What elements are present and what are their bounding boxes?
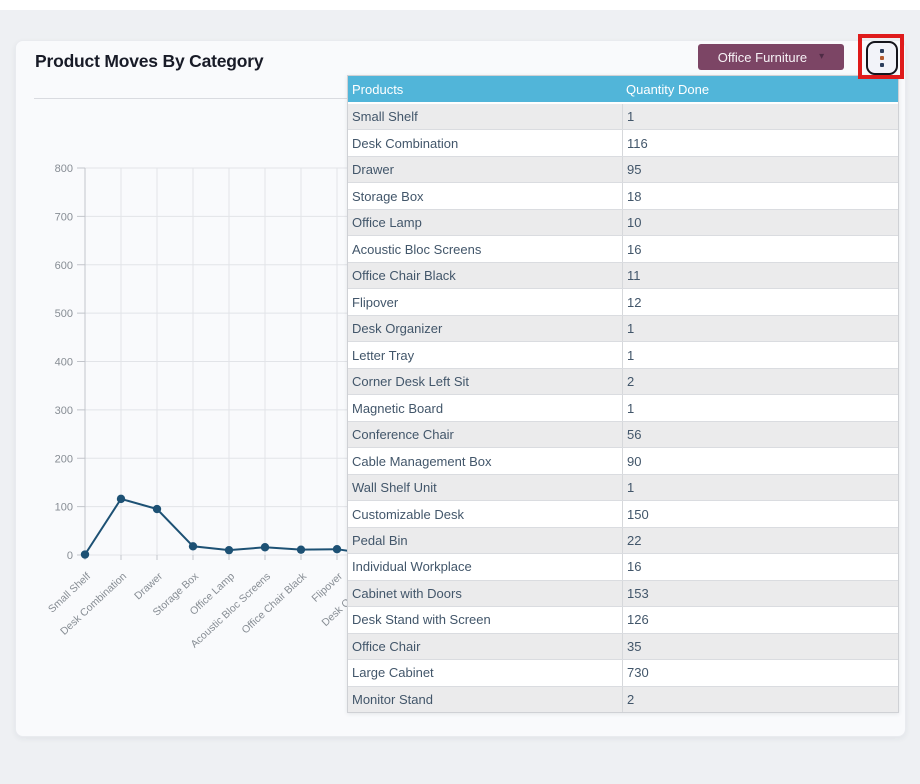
product-cell: Office Lamp [352,215,422,231]
svg-text:700: 700 [55,211,73,223]
product-cell: Office Chair Black [352,268,456,284]
table-header-quantity-done: Quantity Done [626,81,710,97]
table-row: Office Chair Black 11 [348,262,898,290]
table-row: Acoustic Bloc Screens 16 [348,236,898,263]
quantity-cell: 90 [622,448,898,474]
product-cell: Flipover [352,294,399,310]
table-header-row: Products Quantity Done [348,76,898,104]
quantity-cell: 2 [622,686,898,713]
table-row: Storage Box 18 [348,183,898,210]
svg-text:400: 400 [55,357,73,369]
table-row: Magnetic Board 1 [348,395,898,422]
quantity-cell: 10 [622,209,898,236]
product-moves-card: 0 100 200 300 400 500 600 700 800 Small Shelf Desk… [15,40,906,737]
product-cell: Drawer [352,162,394,178]
table-row: Customizable Desk 150 [348,501,898,528]
product-cell: Desk Organizer [352,321,443,337]
kebab-menu-icon [880,63,884,67]
quantity-cell: 150 [622,501,898,527]
page-top-strip [0,0,920,10]
quantity-cell: 35 [622,633,898,660]
table-row: Flipover 12 [348,289,898,316]
table-row: Letter Tray 1 [348,342,898,369]
svg-text:500: 500 [55,308,73,320]
svg-text:100: 100 [55,502,73,514]
chevron-down-icon: ▾ [819,51,825,62]
svg-text:Office Chair Black: Office Chair Black [240,570,310,636]
quantity-cell: 95 [622,156,898,183]
kebab-menu-icon [880,49,884,53]
svg-text:800: 800 [55,163,73,175]
quantity-cell: 1 [622,104,898,130]
quantity-cell: 11 [622,262,898,289]
product-cell: Wall Shelf Unit [352,480,437,496]
product-cell: Cabinet with Doors [352,585,462,601]
product-cell: Large Cabinet [352,665,434,681]
product-cell: Small Shelf [352,109,418,125]
quantity-cell: 1 [622,342,898,368]
product-cell: Desk Combination [352,135,459,151]
kebab-menu-icon [880,56,884,60]
table-row: Corner Desk Left Sit 2 [348,368,898,396]
quantity-cell: 1 [622,474,898,501]
product-cell: Storage Box [352,188,424,204]
quantity-cell: 153 [622,580,898,607]
quantity-cell: 16 [622,236,898,262]
quantity-cell: 1 [622,395,898,421]
table-row: Wall Shelf Unit 1 [348,474,898,502]
products-table: Products Quantity Done Small Shelf 1 Desk … [347,75,899,713]
kebab-menu-button[interactable] [866,41,898,75]
quantity-cell: 56 [622,421,898,448]
svg-text:300: 300 [55,405,73,417]
table-header-products: Products [352,81,404,97]
product-cell: Desk Stand with Screen [352,612,491,628]
quantity-cell: 730 [622,660,898,686]
table-row: Desk Stand with Screen 126 [348,607,898,634]
product-cell: Acoustic Bloc Screens [352,241,482,257]
card-title: Product Moves By Category [35,51,264,71]
table-row: Office Chair 35 [348,633,898,661]
product-cell: Monitor Stand [352,691,433,707]
svg-text:Desk Combination: Desk Combination [58,570,129,637]
table-row: Cabinet with Doors 153 [348,580,898,608]
table-row: Pedal Bin 22 [348,527,898,555]
table-row: Desk Combination 116 [348,130,898,157]
product-cell: Office Chair [352,638,421,654]
title-divider [34,98,348,99]
table-row: Large Cabinet 730 [348,660,898,687]
category-filter-label: Office Furniture [717,49,808,65]
table-row: Office Lamp 10 [348,209,898,237]
table-row: Individual Workplace 16 [348,554,898,581]
quantity-cell: 18 [622,183,898,209]
table-body: Small Shelf 1 Desk Combination 116 Drawer 95 S… [348,104,898,713]
quantity-cell: 126 [622,607,898,633]
product-cell: Corner Desk Left Sit [352,374,470,390]
svg-text:Drawer: Drawer [132,570,165,602]
product-cell: Conference Chair [352,427,454,443]
table-row: Monitor Stand 2 [348,686,898,713]
product-cell: Cable Management Box [352,453,492,469]
table-row: Desk Organizer 1 [348,315,898,343]
product-cell: Customizable Desk [352,506,464,522]
quantity-cell: 22 [622,527,898,554]
svg-text:200: 200 [55,453,73,465]
quantity-cell: 16 [622,554,898,580]
product-cell: Individual Workplace [352,559,472,575]
svg-text:Flipover: Flipover [310,570,346,605]
quantity-cell: 1 [622,315,898,342]
svg-text:600: 600 [55,260,73,272]
quantity-cell: 116 [622,130,898,156]
category-filter-button[interactable]: Office Furniture ▾ [698,44,844,70]
table-row: Cable Management Box 90 [348,448,898,475]
product-cell: Letter Tray [352,347,415,363]
product-cell: Pedal Bin [352,532,408,548]
product-cell: Magnetic Board [352,400,444,416]
svg-text:0: 0 [67,550,73,562]
quantity-cell: 2 [622,368,898,395]
table-row: Conference Chair 56 [348,421,898,449]
quantity-cell: 12 [622,289,898,315]
table-row: Small Shelf 1 [348,104,898,131]
table-row: Drawer 95 [348,156,898,184]
